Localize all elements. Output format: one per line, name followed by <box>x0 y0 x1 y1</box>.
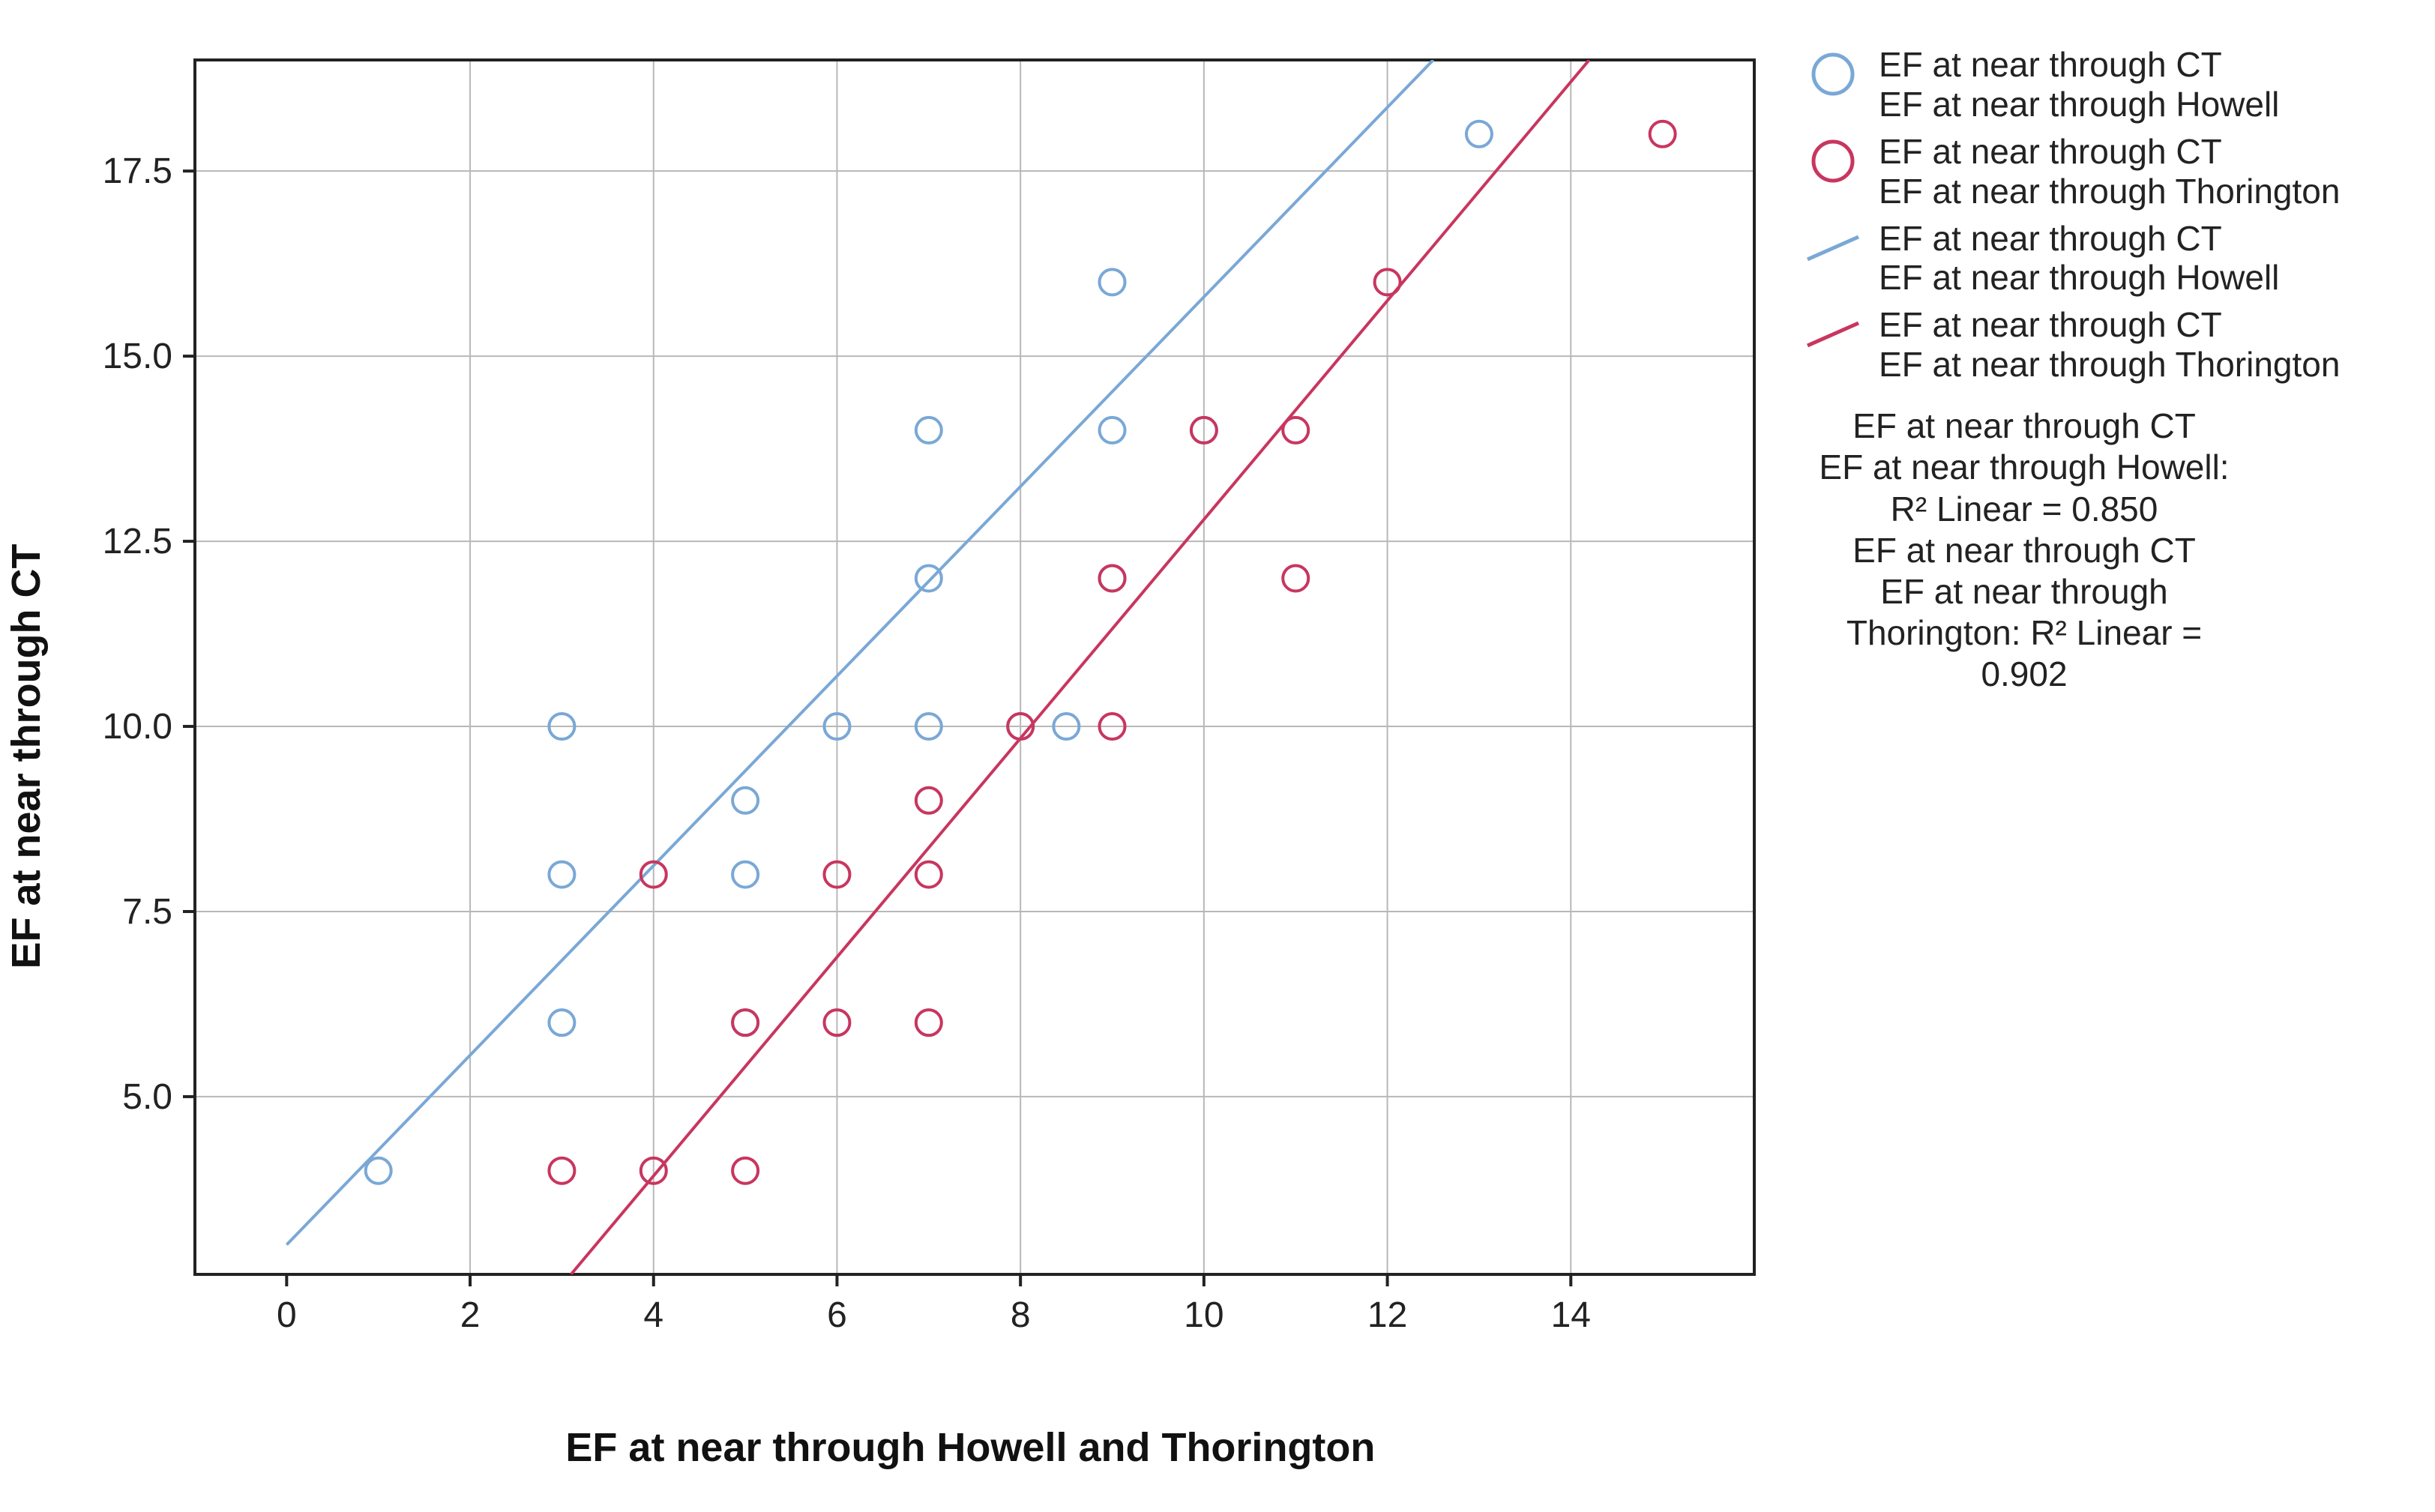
stats-line: EF at near through CT <box>1799 530 2249 571</box>
svg-text:2: 2 <box>460 1295 481 1335</box>
chart-container: EF at near through CT 0 2 4 6 8 10 12 14 5.0 7.5 1… <box>0 0 2435 1512</box>
scatter-plot: 0 2 4 6 8 10 12 14 5.0 7.5 10.0 12.5 15.0 17.5 <box>97 30 1777 1394</box>
svg-text:14: 14 <box>1551 1295 1591 1335</box>
stats-line: Thorington: R² Linear = <box>1799 612 2249 654</box>
svg-text:8: 8 <box>1011 1295 1031 1335</box>
legend-label: EF at near through CT EF at near through… <box>1879 132 2405 211</box>
legend-label: EF at near through CT EF at near through… <box>1879 219 2405 298</box>
stats-line: EF at near through CT <box>1799 406 2249 447</box>
legend-item: EF at near through CT EF at near through… <box>1799 45 2405 124</box>
legend-panel: EF at near through CT EF at near through… <box>1784 30 2405 1482</box>
stats-line: EF at near through <box>1799 571 2249 612</box>
x-axis-label: EF at near through Howell and Thorington <box>565 1424 1375 1471</box>
chart-panel: EF at near through CT 024681012145.07.51… <box>15 30 1784 1482</box>
svg-text:12.5: 12.5 <box>103 522 172 561</box>
r-squared-stats: EF at near through CTEF at near through … <box>1799 406 2249 695</box>
svg-text:5.0: 5.0 <box>122 1077 172 1117</box>
svg-text:4: 4 <box>643 1295 663 1335</box>
stats-line: 0.902 <box>1799 654 2249 695</box>
stats-line: EF at near through Howell: <box>1799 447 2249 488</box>
legend-label: EF at near through CT EF at near through… <box>1879 45 2405 124</box>
svg-text:15.0: 15.0 <box>103 337 172 376</box>
legend-line-icon <box>1799 219 1867 277</box>
svg-text:6: 6 <box>827 1295 847 1335</box>
legend-item: EF at near through CT EF at near through… <box>1799 305 2405 385</box>
legend-line-icon <box>1799 305 1867 364</box>
svg-text:10.0: 10.0 <box>103 707 172 747</box>
y-axis-label: EF at near through CT <box>3 543 49 969</box>
legend-item: EF at near through CT EF at near through… <box>1799 219 2405 298</box>
stats-line: R² Linear = 0.850 <box>1799 489 2249 530</box>
svg-text:10: 10 <box>1184 1295 1223 1335</box>
legend-label: EF at near through CT EF at near through… <box>1879 305 2405 385</box>
legend-marker-icon <box>1799 45 1867 103</box>
svg-text:17.5: 17.5 <box>103 151 172 191</box>
svg-text:0: 0 <box>277 1295 297 1335</box>
legend-item: EF at near through CT EF at near through… <box>1799 132 2405 211</box>
svg-text:7.5: 7.5 <box>122 892 172 932</box>
svg-text:12: 12 <box>1367 1295 1407 1335</box>
legend-marker-icon <box>1799 132 1867 190</box>
